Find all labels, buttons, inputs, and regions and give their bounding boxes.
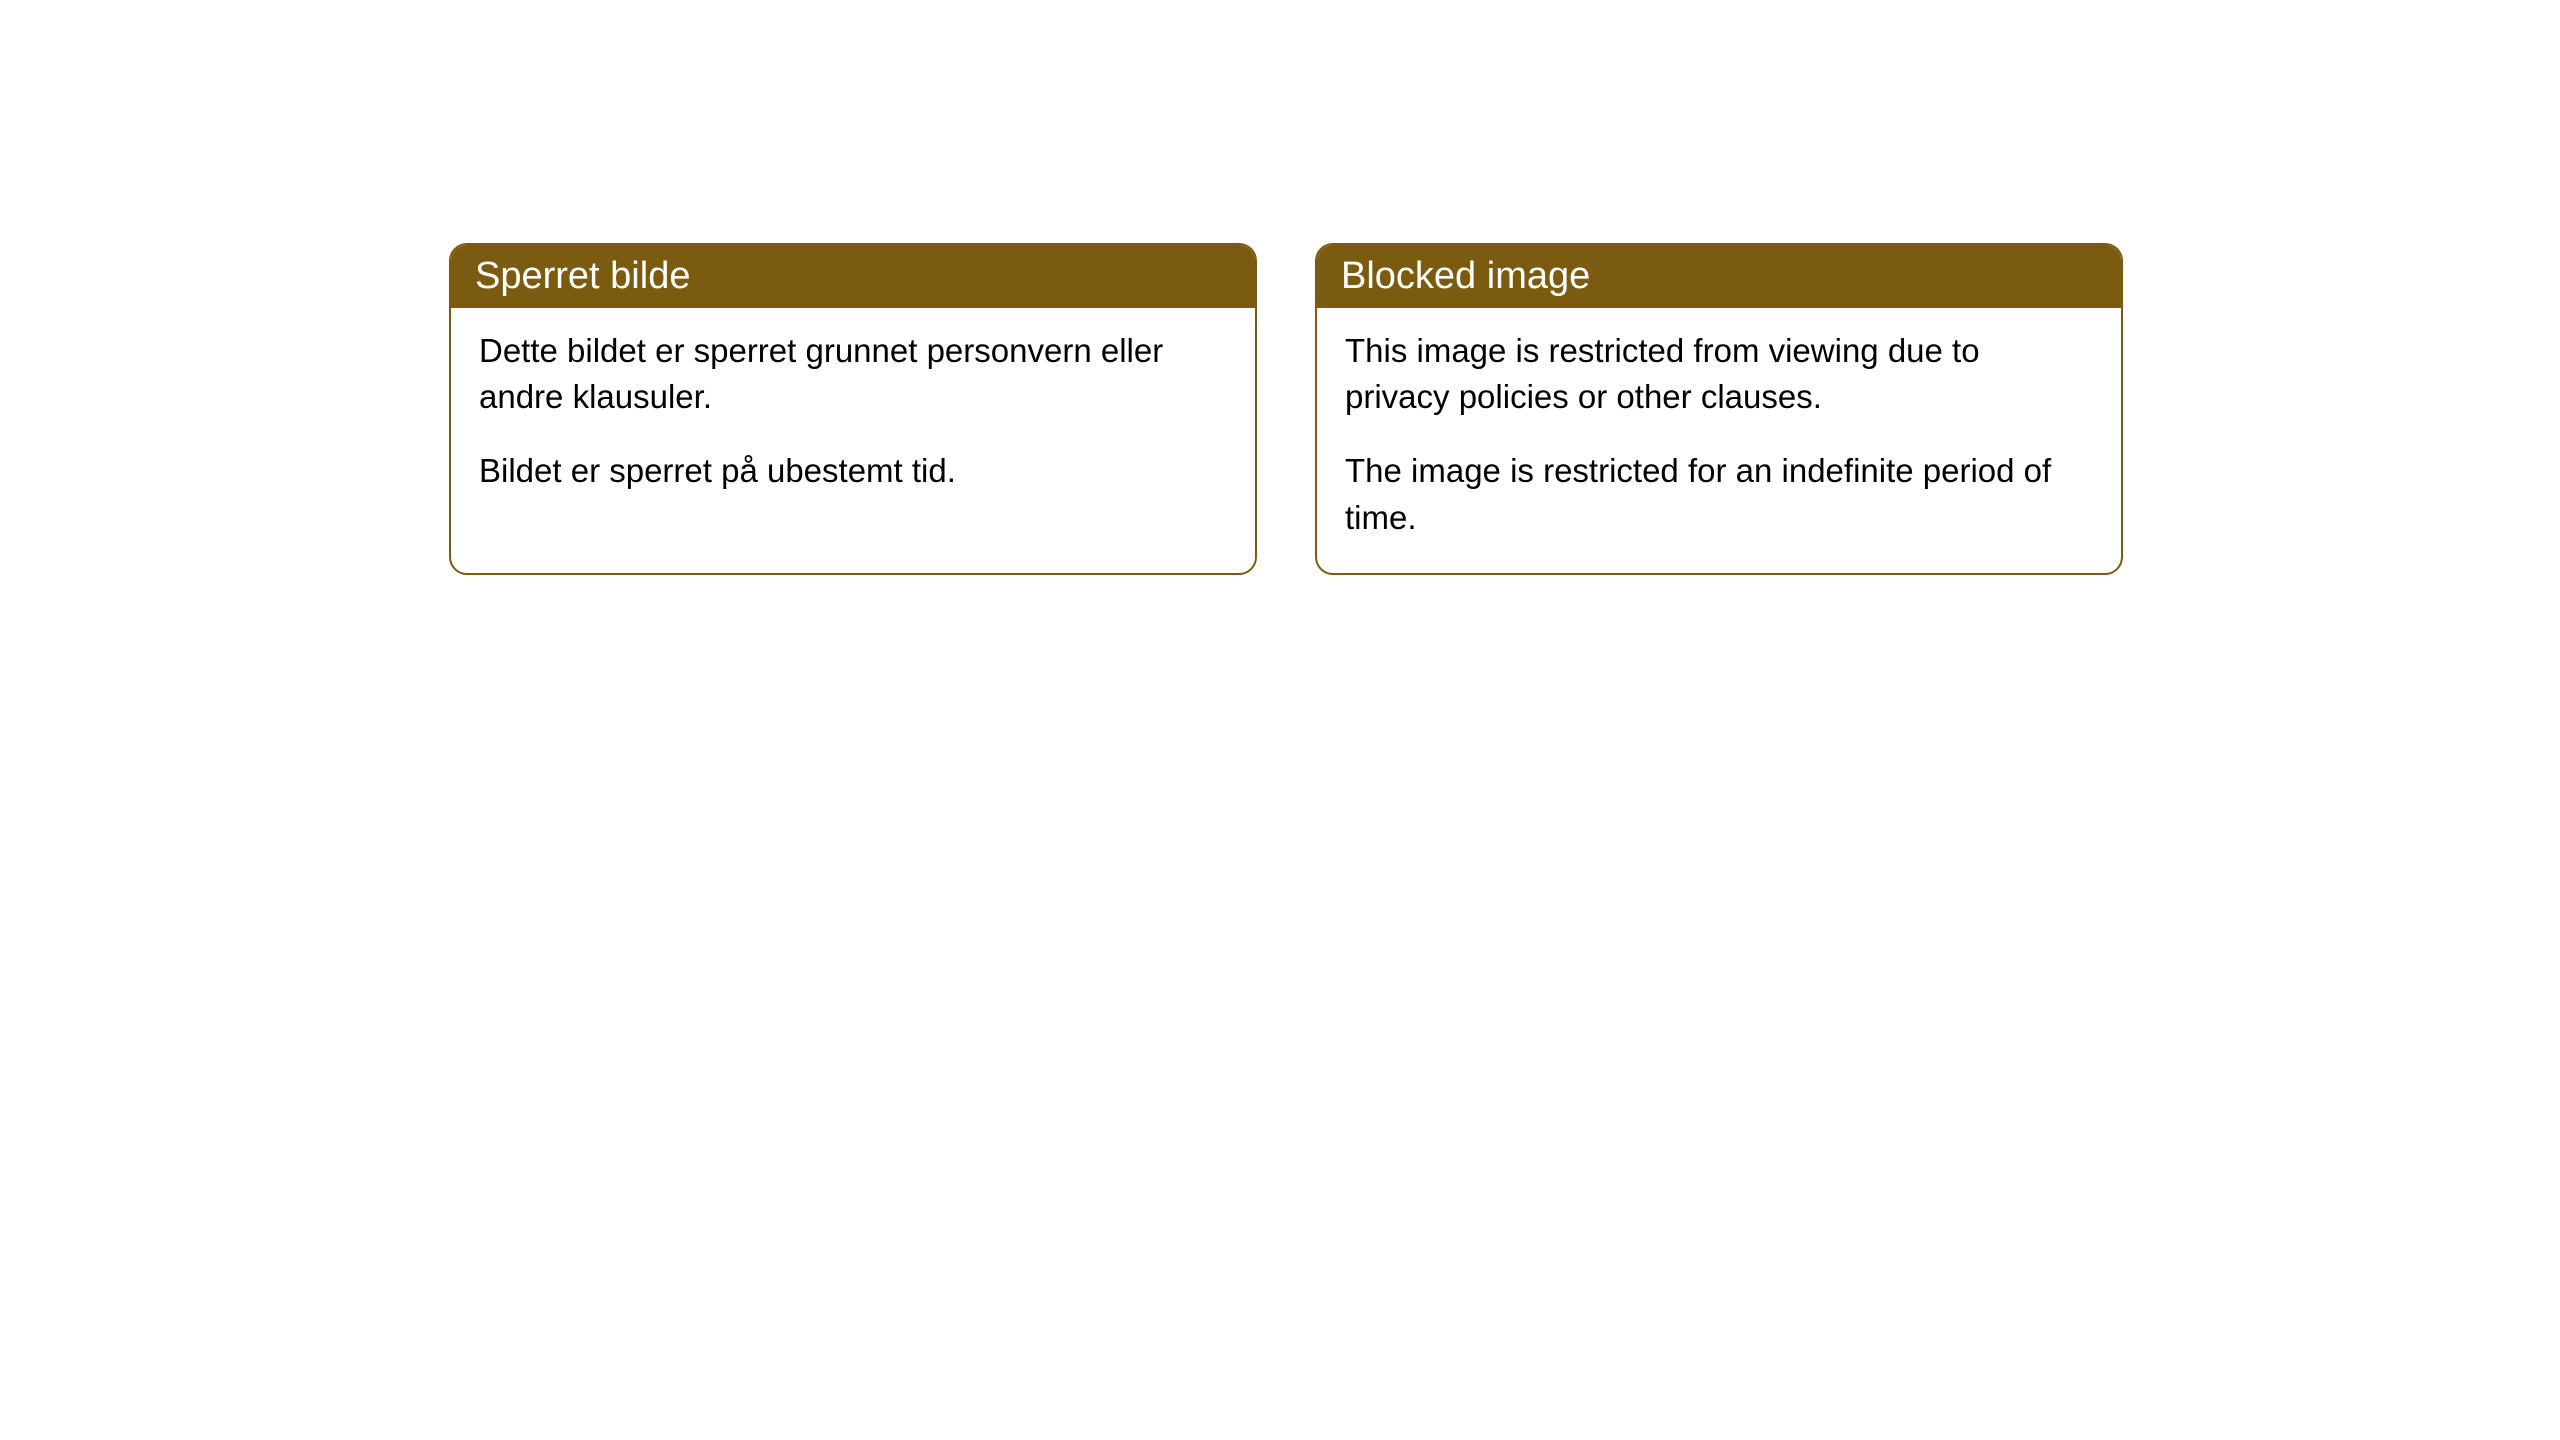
notice-cards-container: Sperret bilde Dette bildet er sperret gr… [449,243,2123,575]
card-body: Dette bildet er sperret grunnet personve… [451,308,1255,527]
card-body: This image is restricted from viewing du… [1317,308,2121,573]
card-title: Blocked image [1341,255,1590,297]
card-title: Sperret bilde [475,255,690,297]
card-paragraph: Bildet er sperret på ubestemt tid. [479,448,1227,494]
card-paragraph: The image is restricted for an indefinit… [1345,448,2093,540]
card-paragraph: Dette bildet er sperret grunnet personve… [479,328,1227,420]
notice-card-english: Blocked image This image is restricted f… [1315,243,2123,575]
card-paragraph: This image is restricted from viewing du… [1345,328,2093,420]
notice-card-norwegian: Sperret bilde Dette bildet er sperret gr… [449,243,1257,575]
card-header: Blocked image [1317,245,2121,308]
card-header: Sperret bilde [451,245,1255,308]
